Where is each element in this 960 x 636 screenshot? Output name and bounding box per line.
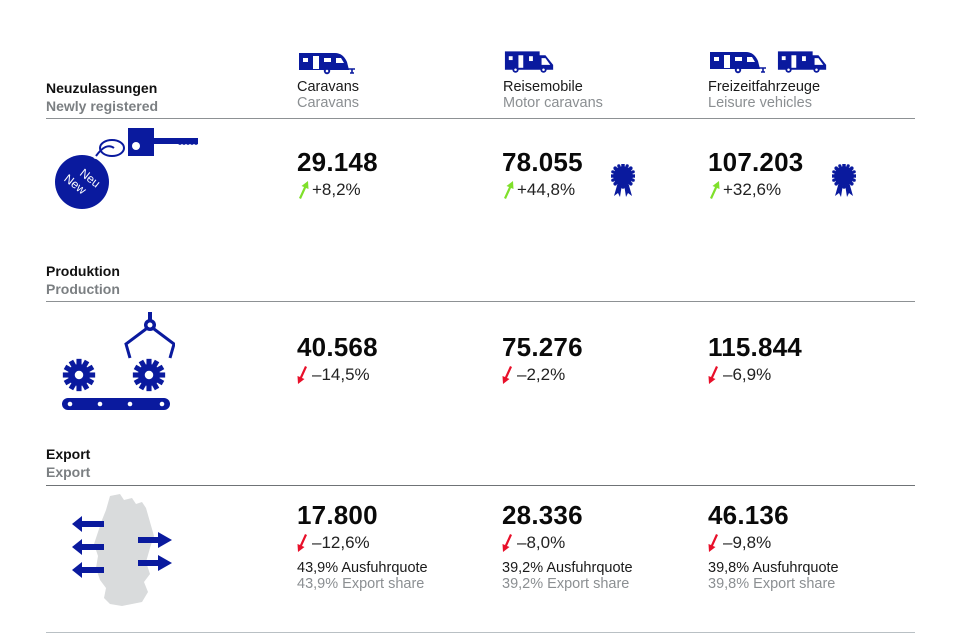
award-rosette-icon (611, 164, 635, 200)
section-title-de: Produktion (46, 263, 120, 279)
stat-change: –14,5% (297, 365, 378, 385)
arrow-down-icon (297, 534, 309, 552)
export-share-de: 43,9% Ausfuhrquote (297, 560, 428, 576)
stat-value: 40.568 (297, 332, 378, 362)
stat-value: 115.844 (708, 332, 802, 362)
stat-cell: 75.276 –2,2% (502, 332, 583, 385)
section-divider (46, 301, 915, 302)
stat-change: +44,8% (502, 180, 583, 200)
export-share-de: 39,8% Ausfuhrquote (708, 560, 839, 576)
column-header-caravans: Caravans Caravans (297, 50, 359, 111)
production-line-icon (60, 310, 175, 412)
section-divider (46, 118, 915, 119)
stat-value: 28.336 (502, 500, 583, 530)
stat-cell: 29.148 +8,2% (297, 147, 378, 200)
caravan-icon (297, 50, 357, 76)
motorhome-icon (776, 49, 830, 75)
stat-change: –6,9% (708, 365, 802, 385)
motorhome-icon (503, 49, 557, 75)
section-title-export: Export Export (46, 446, 90, 480)
stat-cell: 107.203 +32,6% (708, 147, 803, 200)
stat-change-text: –6,9% (723, 365, 772, 384)
stat-change-text: +8,2% (312, 180, 361, 199)
export-share-de: 39,2% Ausfuhrquote (502, 560, 633, 576)
arrow-up-icon (708, 181, 720, 199)
stat-change-text: –12,6% (312, 533, 370, 552)
column-label-de: Caravans (297, 79, 360, 95)
germany-export-map-icon (70, 492, 180, 610)
section-title-de: Neuzulassungen (46, 80, 158, 96)
column-label-en: Caravans (297, 95, 360, 111)
arrow-left-icon (72, 516, 104, 578)
caravan-icon (708, 49, 768, 75)
arrow-up-icon (297, 181, 309, 199)
arrow-down-icon (708, 366, 720, 384)
stat-cell: 40.568 –14,5% (297, 332, 378, 385)
arrow-down-icon (708, 534, 720, 552)
section-title-en: Production (46, 281, 120, 297)
bottom-divider (46, 632, 915, 633)
stat-change-text: –14,5% (312, 365, 370, 384)
section-title-de: Export (46, 446, 91, 462)
stat-change-text: +44,8% (517, 180, 576, 199)
column-label-en: Leisure vehicles (708, 95, 812, 111)
stat-change: –12,6% (297, 533, 428, 553)
column-label-en: Motor caravans (503, 95, 603, 111)
arrow-right-icon (138, 532, 172, 571)
section-title-production: Produktion Production (46, 263, 120, 297)
stat-value: 46.136 (708, 500, 789, 530)
stat-change-text: +32,6% (723, 180, 782, 199)
stat-value: 17.800 (297, 500, 378, 530)
stat-change: –2,2% (502, 365, 583, 385)
column-header-leisure-vehicles: Freizeitfahrzeuge Leisure vehicles (708, 49, 830, 111)
stat-change: –8,0% (502, 533, 633, 553)
stat-change-text: –9,8% (723, 533, 772, 552)
stat-value: 107.203 (708, 147, 804, 177)
stat-change: +32,6% (708, 180, 803, 200)
stat-cell: 17.800 –12,6% 43,9% Ausfuhrquote 43,9% E… (297, 500, 428, 592)
caravan-and-motorhome-icon (708, 49, 830, 75)
stat-change: +8,2% (297, 180, 378, 200)
export-share-en: 39,2% Export share (502, 576, 630, 592)
stat-change-text: –2,2% (517, 365, 566, 384)
section-title-en: Newly registered (46, 98, 159, 114)
stat-value: 78.055 (502, 147, 583, 177)
stat-change: –9,8% (708, 533, 839, 553)
stat-cell: 46.136 –9,8% 39,8% Ausfuhrquote 39,8% Ex… (708, 500, 839, 592)
stat-cell: 28.336 –8,0% 39,2% Ausfuhrquote 39,2% Ex… (502, 500, 633, 592)
section-divider (46, 485, 915, 486)
arrow-down-icon (502, 366, 514, 384)
stat-change-text: –8,0% (517, 533, 566, 552)
gear-icon (132, 358, 167, 393)
key-with-tag-icon: Neu New (52, 126, 202, 212)
stat-value: 29.148 (297, 147, 378, 177)
section-title-newly-registered: Neuzulassungen Newly registered (46, 80, 158, 114)
export-share-en: 39,8% Export share (708, 576, 836, 592)
stat-cell: 78.055 +44,8% (502, 147, 583, 200)
column-header-motor-caravans: Reisemobile Motor caravans (503, 49, 603, 111)
arrow-up-icon (502, 181, 514, 199)
stat-cell: 115.844 –6,9% (708, 332, 802, 385)
arrow-down-icon (297, 366, 309, 384)
column-label-de: Freizeitfahrzeuge (708, 79, 821, 95)
section-title-en: Export (46, 464, 91, 480)
stat-value: 75.276 (502, 332, 583, 362)
export-share-en: 43,9% Export share (297, 576, 425, 592)
column-label-de: Reisemobile (503, 79, 583, 95)
arrow-down-icon (502, 534, 514, 552)
award-rosette-icon (832, 164, 856, 200)
gear-icon (62, 358, 97, 393)
